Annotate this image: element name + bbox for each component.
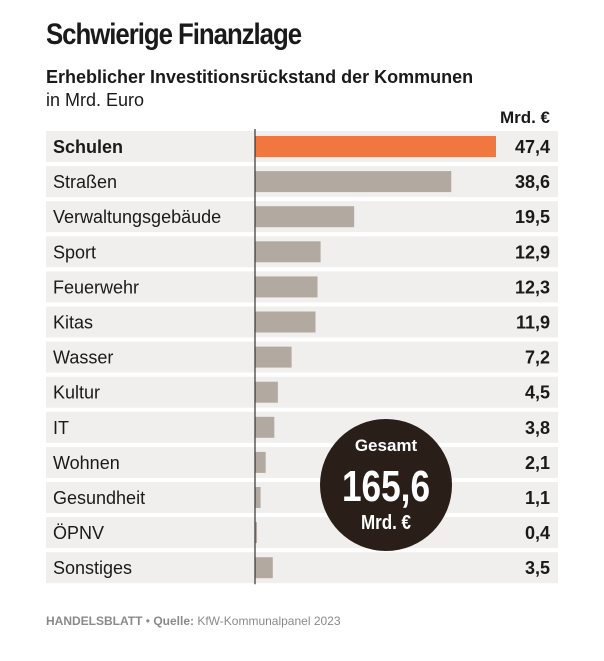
category-label: Schulen [53,137,123,157]
row-background [46,552,558,584]
row-background [46,411,558,443]
value-label: 0,4 [525,523,550,543]
chart-title: Schwierige Finanzlage [46,18,302,51]
value-label: 4,5 [525,383,550,403]
category-label: Wohnen [53,453,120,473]
bar [255,346,292,368]
category-label: Kitas [53,313,93,333]
source-separator: • [142,614,154,628]
total-circle [320,419,452,551]
category-label: IT [53,418,69,438]
unit-label: in Mrd. Euro [46,90,145,110]
bar [255,311,316,333]
source-note: HANDELSBLATT • Quelle: KfW-Kommunalpanel… [46,614,341,628]
chart-subtitle: Erheblicher Investitionsrückstand der Ko… [46,67,474,87]
bar [255,487,261,508]
value-label: 38,6 [515,172,550,192]
value-column-unit: Mrd. € [499,108,550,127]
bar [255,557,273,579]
row-background [46,376,558,408]
total-label: Gesamt [355,436,418,455]
category-label: Straßen [53,172,117,192]
bar [255,416,275,438]
row-background [46,341,558,373]
bar [255,522,258,544]
bar [255,276,318,298]
value-label: 19,5 [515,207,550,227]
category-label: ÖPNV [53,523,104,543]
bar [255,136,496,157]
bar [255,206,355,228]
category-label: Sonstiges [53,558,132,578]
value-label: 3,5 [525,558,550,578]
value-label: 7,2 [525,348,550,368]
value-label: 12,9 [515,242,550,262]
total-unit: Mrd. € [361,511,411,534]
category-label: Feuerwehr [53,277,139,297]
source-publisher: HANDELSBLATT [46,614,143,628]
total-value: 165,6 [342,462,430,511]
value-label: 12,3 [515,277,550,297]
bar [255,381,278,403]
value-label: 2,1 [525,453,550,473]
source-label: Quelle: [153,614,194,628]
value-label: 3,8 [525,418,550,438]
row-background [46,517,558,549]
row-background [46,446,558,478]
source-text: KfW-Kommunalpanel 2023 [194,614,341,628]
row-background [46,482,558,513]
category-label: Sport [53,242,96,262]
value-label: 11,9 [516,313,550,333]
bar [255,451,266,473]
bar [255,171,452,193]
category-label: Wasser [53,348,113,368]
value-label: 1,1 [525,488,550,508]
bar [255,241,321,263]
category-label: Kultur [53,383,100,403]
category-label: Gesundheit [53,488,145,508]
category-label: Verwaltungsgebäude [53,207,221,227]
value-label: 47,4 [515,137,550,157]
